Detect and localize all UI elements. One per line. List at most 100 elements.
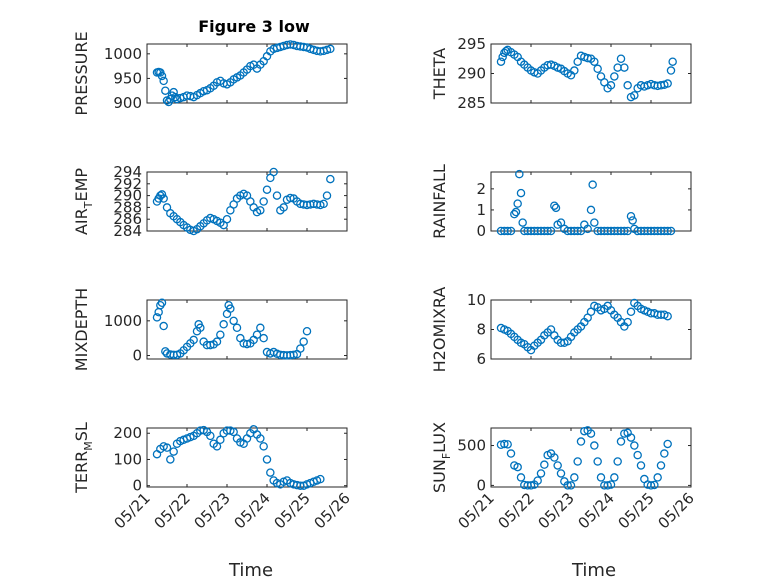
data-point [666,66,676,75]
data-point [157,298,167,308]
data-point [570,66,579,75]
y-tick-label: 0 [476,476,486,494]
data-point [316,474,325,484]
data-point [620,429,629,438]
series-h2omixra [496,298,672,355]
data-point [216,435,225,445]
data-point [546,226,556,236]
ylabel-rainfall: RAINFALL [430,164,449,239]
y-tick-label: 1 [476,201,486,219]
ylabel-mixdepth: MIXDEPTH [72,288,91,371]
data-point [593,64,602,74]
data-point [620,63,629,72]
data-point [159,321,168,331]
data-point [536,469,546,478]
data-point [540,460,549,469]
subplot-pressure: 900 950 1000 PRESSURE [72,31,348,116]
ylabel-h2omixra: H2OMIXRA [430,287,449,373]
y-tick-label: 6 [476,350,486,368]
axes-box [490,299,692,360]
data-point [518,218,527,227]
data-point [556,218,566,227]
y-tick-label: 0 [476,222,486,240]
data-point [515,169,524,179]
data-point [628,216,637,225]
data-point [646,481,656,490]
y-tick-label: 1000 [104,312,142,330]
data-point [553,461,562,470]
figure-title: Figure 3 low [198,17,310,36]
data-point [616,437,626,446]
y-tick-label: 8 [476,321,486,339]
ylabel-subscript: M [82,441,95,451]
series-terr-msl [152,425,325,490]
series-theta [496,45,677,102]
data-point [222,214,232,224]
data-point [157,71,167,81]
data-point [252,330,262,339]
subplot-theta: 285 290 295 THETA [430,35,692,112]
y-tick-label: 286 [113,210,142,228]
data-point [663,439,672,449]
data-point [219,320,228,329]
data-point [623,317,632,327]
data-point [551,203,561,213]
data-point [526,481,536,490]
data-point [159,194,168,203]
data-point [616,54,626,64]
ylabel-terr-msl: TERRMSL [72,422,95,494]
data-point [590,218,599,227]
data-point [626,433,636,442]
data-point [623,81,632,90]
data-point [500,439,509,449]
data-point [590,441,599,450]
data-point [566,481,576,490]
data-point [162,443,172,452]
data-point [511,207,521,217]
data-point [550,453,559,462]
ylabel-part: SL [72,422,91,441]
data-point [633,450,642,460]
data-point [272,191,282,200]
subplot-h2omixra: 6 8 10 H2OMIXRA [430,287,692,373]
series-mixdepth [152,298,312,360]
data-point [603,481,612,490]
data-point [319,199,328,209]
y-tick-label: 290 [113,187,142,205]
data-point [216,330,225,339]
series-air-temp [152,167,335,236]
data-point [630,91,639,100]
subplot-mixdepth: 0 1000 MIXDEPTH [72,288,348,371]
data-point [510,209,519,219]
data-point [516,473,526,482]
data-point [610,72,619,81]
data-point [610,473,619,482]
data-point [533,476,542,485]
data-point [606,81,616,90]
data-point [586,205,596,215]
data-point [626,211,636,221]
data-point [663,79,672,88]
ylabel-part: TERR [72,451,91,494]
data-point [556,469,566,478]
data-point [156,300,165,310]
data-point [206,431,215,441]
ylabel-sun-flux: SUNFLUX [430,422,453,493]
data-point [206,340,215,350]
y-tick-label: 288 [113,198,142,216]
data-point [563,481,572,490]
data-point [650,480,659,490]
data-point [543,226,552,236]
data-point [586,429,596,438]
data-point [606,480,616,489]
data-point [666,226,676,236]
y-tick-label: 500 [457,437,486,455]
y-tick-label: 0 [132,347,142,365]
data-point [259,197,268,206]
data-point [289,350,298,360]
data-point [593,457,602,466]
y-tick-label: 2 [476,180,486,198]
data-point [229,316,238,326]
